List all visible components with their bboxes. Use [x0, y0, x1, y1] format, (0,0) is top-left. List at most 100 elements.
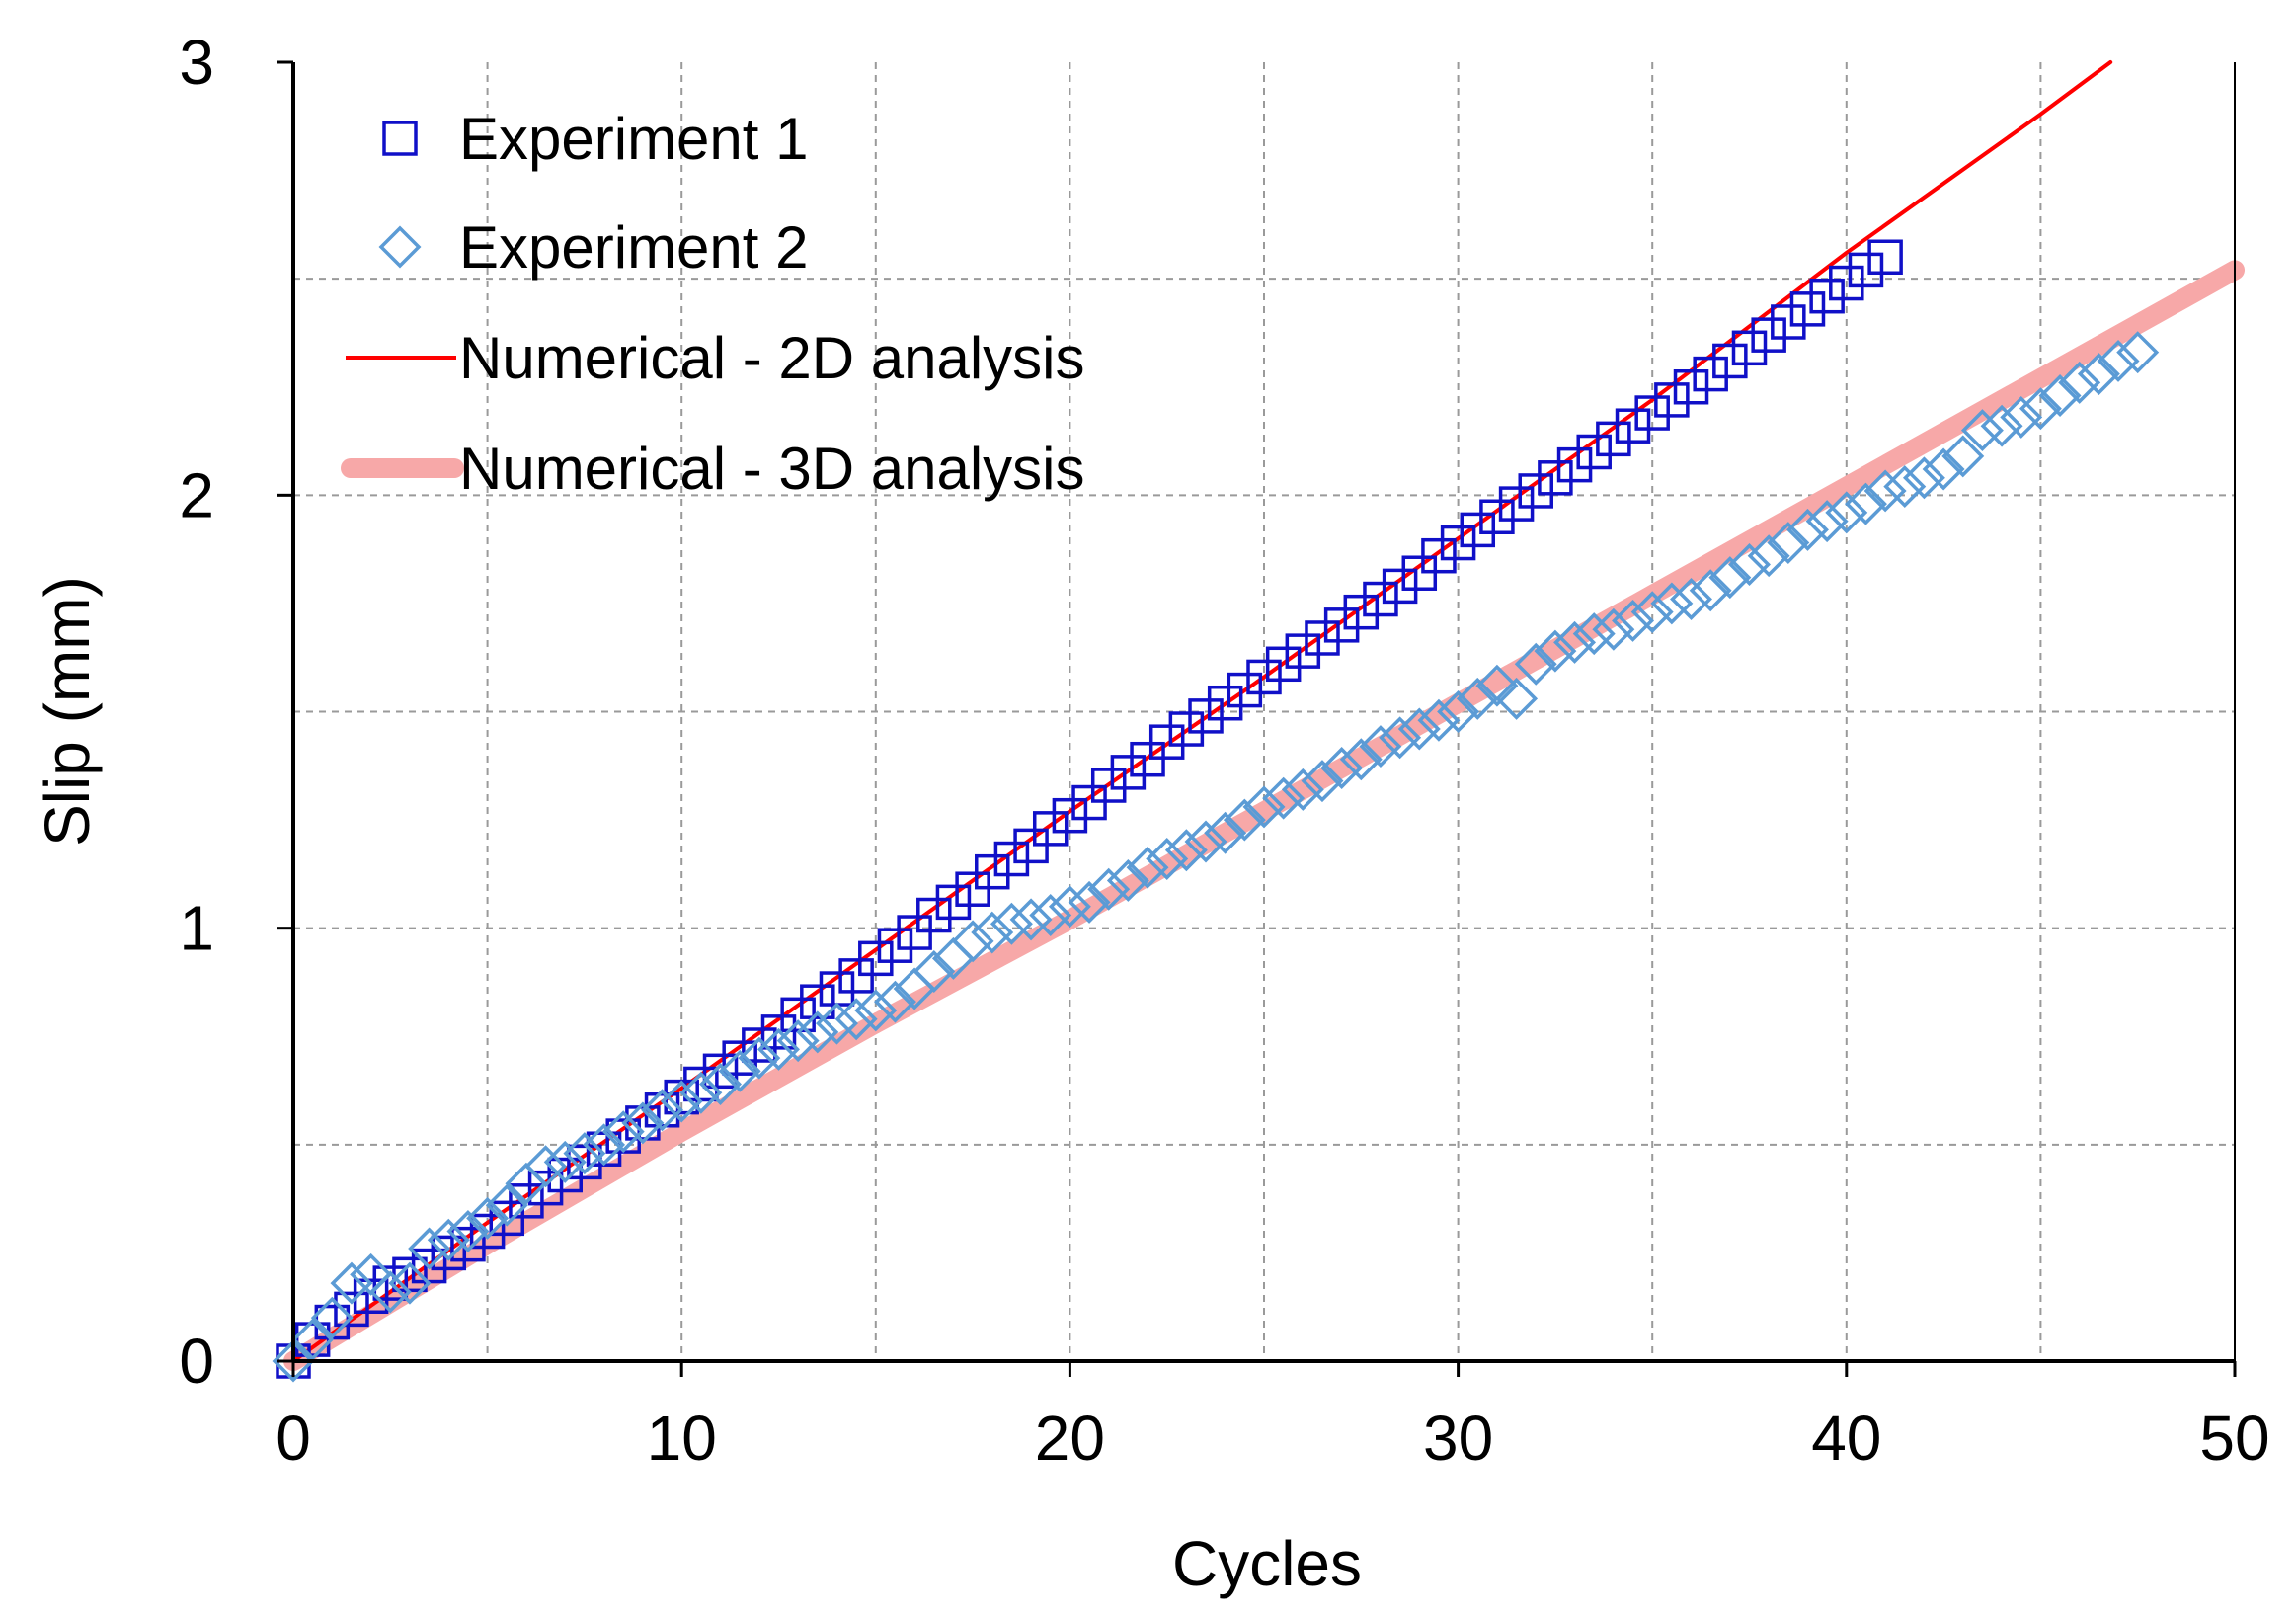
legend-label: Experiment 1: [459, 106, 809, 172]
marker-experiment-1: [1673, 369, 1709, 405]
marker-experiment-2: [1805, 500, 1849, 543]
marker-experiment-2: [1359, 725, 1402, 768]
line-3d-analysis: [283, 260, 2245, 1371]
marker-experiment-2: [1747, 534, 1790, 578]
marker-experiment-2: [990, 902, 1033, 945]
marker-experiment-2: [1087, 867, 1131, 911]
marker-experiment-2: [446, 1210, 490, 1252]
marker-experiment-2: [408, 1227, 451, 1270]
marker-experiment-2: [1146, 838, 1189, 881]
x-axis-title: Cycles: [1172, 1528, 1362, 1599]
marker-experiment-2: [1048, 885, 1091, 929]
marker-experiment-2: [1650, 582, 1694, 625]
marker-experiment-1: [916, 897, 952, 933]
marker-experiment-2: [2019, 387, 2062, 431]
marker-experiment-1: [1693, 356, 1728, 392]
marker-experiment-2: [1106, 858, 1149, 902]
marker-experiment-1: [1789, 291, 1826, 327]
marker-experiment-1: [1556, 446, 1593, 483]
series-experiment-2: [272, 331, 2160, 1383]
marker-experiment-2: [2058, 361, 2101, 404]
marker-experiment-2: [1204, 811, 1247, 854]
marker-experiment-2: [738, 1036, 781, 1080]
legend-label: Experiment 2: [459, 214, 809, 281]
marker-experiment-2: [330, 1261, 373, 1305]
x-tick-label: 0: [276, 1403, 311, 1474]
marker-experiment-1: [1829, 265, 1864, 301]
marker-experiment-1: [975, 853, 1010, 890]
marker-experiment-2: [1437, 690, 1480, 733]
marker-experiment-2: [1514, 642, 1557, 686]
marker-experiment-2: [1980, 404, 2023, 447]
marker-experiment-2: [1417, 698, 1461, 742]
marker-experiment-2: [1009, 898, 1053, 941]
marker-experiment-2: [1456, 677, 1499, 720]
x-tick-label: 10: [647, 1403, 717, 1474]
marker-experiment-1: [1032, 811, 1069, 847]
marker-experiment-2: [854, 989, 898, 1032]
marker-experiment-1: [722, 1040, 757, 1076]
y-tick-label: 1: [179, 893, 214, 964]
marker-experiment-1: [372, 1265, 409, 1301]
series-experiment-1: [276, 239, 1903, 1379]
marker-experiment-2: [1612, 599, 1655, 642]
marker-experiment-2: [796, 1010, 839, 1054]
marker-experiment-1: [469, 1213, 506, 1250]
marker-experiment-1: [1090, 768, 1127, 803]
marker-experiment-2: [971, 911, 1014, 954]
marker-experiment-2: [679, 1071, 723, 1114]
marker-experiment-1: [1148, 724, 1185, 760]
marker-experiment-2: [2077, 353, 2120, 396]
axes: [277, 60, 2237, 1377]
marker-experiment-2: [601, 1110, 645, 1154]
marker-experiment-1: [1615, 408, 1651, 444]
marker-experiment-1: [1440, 525, 1476, 561]
marker-experiment-1: [1751, 317, 1786, 353]
marker-experiment-2: [1941, 435, 1985, 478]
marker-experiment-2: [699, 1062, 742, 1105]
marker-experiment-2: [1825, 491, 1868, 534]
marker-experiment-2: [485, 1183, 528, 1227]
marker-experiment-1: [1052, 797, 1088, 834]
x-tick-label: 50: [2199, 1403, 2269, 1474]
marker-experiment-1: [1188, 698, 1224, 734]
marker-experiment-2: [563, 1132, 606, 1175]
marker-experiment-1: [1479, 499, 1515, 534]
marker-experiment-2: [1883, 465, 1927, 509]
marker-experiment-1: [527, 1170, 564, 1206]
marker-experiment-1: [1518, 473, 1553, 509]
y-tick-label: 2: [179, 459, 214, 530]
marker-experiment-2: [660, 1080, 703, 1123]
marker-experiment-1: [1731, 330, 1768, 366]
marker-experiment-2: [1572, 612, 1616, 656]
marker-experiment-1: [1634, 395, 1670, 431]
marker-experiment-1: [450, 1226, 486, 1262]
legend: Experiment 1 Experiment 2 Numerical - 2D a…: [341, 106, 1085, 502]
marker-experiment-1: [702, 1053, 739, 1090]
marker-experiment-2: [912, 950, 956, 993]
marker-experiment-1: [1343, 594, 1380, 630]
marker-experiment-2: [1281, 768, 1324, 811]
marker-experiment-2: [1029, 894, 1072, 936]
marker-experiment-2: [1320, 747, 1364, 789]
marker-experiment-2: [1164, 829, 1208, 872]
marker-experiment-1: [858, 940, 894, 977]
marker-experiment-1: [509, 1183, 544, 1219]
marker-experiment-1: [1305, 620, 1340, 656]
series-3d-analysis: [283, 260, 2245, 1371]
marker-experiment-2: [621, 1101, 665, 1145]
marker-experiment-2: [641, 1089, 684, 1132]
marker-experiment-1: [1867, 239, 1903, 275]
marker-experiment-2: [1495, 677, 1539, 720]
legend-label: Numerical - 3D analysis: [459, 436, 1085, 502]
marker-experiment-1: [1771, 304, 1806, 340]
marker-experiment-1: [742, 1027, 777, 1063]
marker-experiment-2: [1475, 664, 1519, 707]
marker-experiment-1: [1596, 421, 1631, 457]
marker-experiment-1: [800, 984, 835, 1019]
marker-experiment-1: [1848, 252, 1884, 288]
marker-experiment-2: [1708, 556, 1752, 600]
marker-experiment-1: [1460, 512, 1496, 548]
marker-experiment-2: [1592, 607, 1635, 651]
